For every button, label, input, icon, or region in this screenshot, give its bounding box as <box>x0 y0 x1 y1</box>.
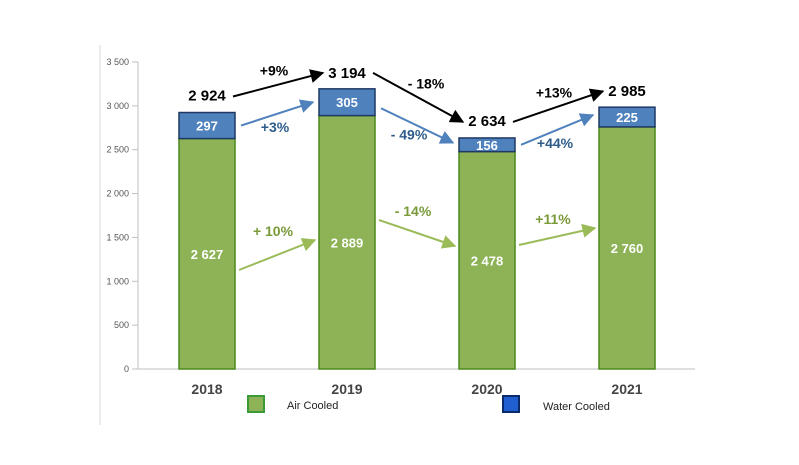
bar-air-cooled <box>458 150 516 370</box>
y-tick-label: 2 500 <box>106 145 129 155</box>
x-category-label: 2019 <box>331 381 362 397</box>
water-change-label: +44% <box>537 135 574 151</box>
air-cooled-value-label: 2 889 <box>331 235 364 250</box>
air-cooled-value-label: 2 760 <box>611 241 644 256</box>
x-category-label: 2018 <box>191 381 222 397</box>
y-tick-label: 2 000 <box>106 189 129 199</box>
bar-water-cooled <box>458 137 516 153</box>
legend-label-air-cooled: Air Cooled <box>287 400 338 412</box>
air-cooled-value-label: 2 478 <box>471 253 504 268</box>
y-tick-label: 3 000 <box>106 101 129 111</box>
legend-label-water-cooled: Water Cooled <box>543 401 610 413</box>
water-change-arrow <box>240 99 315 127</box>
water-change-arrow <box>520 113 595 146</box>
bar-water-cooled <box>318 88 376 117</box>
water-change-label: +3% <box>261 119 290 135</box>
y-tick-label: 0 <box>124 364 129 374</box>
total-change-arrow <box>512 88 605 123</box>
bar-water-cooled <box>598 106 656 128</box>
water-change-arrow <box>380 107 455 144</box>
bar-air-cooled <box>178 137 236 370</box>
air-change-label: + 10% <box>253 223 294 239</box>
total-value-label: 2 634 <box>468 113 506 130</box>
legend-swatch-water-cooled <box>502 395 520 413</box>
water-cooled-value-label: 156 <box>476 138 498 153</box>
water-cooled-value-label: 305 <box>336 95 358 110</box>
water-cooled-value-label: 297 <box>196 119 218 134</box>
y-tick-label: 1 500 <box>106 232 129 242</box>
legend-swatch-air-cooled <box>247 395 265 413</box>
water-change-label: - 49% <box>391 127 428 143</box>
total-value-label: 2 985 <box>608 83 646 100</box>
air-change-arrow <box>238 238 317 271</box>
bar-air-cooled <box>318 114 376 370</box>
total-change-arrow <box>372 71 465 123</box>
water-cooled-value-label: 225 <box>616 110 638 125</box>
air-cooled-value-label: 2 627 <box>191 247 224 262</box>
y-tick-label: 1 000 <box>106 276 129 286</box>
y-tick-label: 500 <box>114 320 129 330</box>
total-value-label: 3 194 <box>328 65 366 82</box>
air-change-arrow <box>378 219 457 249</box>
x-category-label: 2021 <box>611 381 642 397</box>
total-change-label: +13% <box>536 85 573 101</box>
bar-water-cooled <box>178 111 236 140</box>
y-tick-label: 3 500 <box>106 57 129 67</box>
air-change-arrow <box>518 223 597 246</box>
air-change-label: - 14% <box>395 203 432 219</box>
total-change-label: - 18% <box>408 75 445 91</box>
total-change-arrow <box>232 69 325 98</box>
total-change-label: +9% <box>260 63 289 79</box>
x-category-label: 2020 <box>471 381 502 397</box>
air-change-label: +11% <box>535 211 571 227</box>
bar-air-cooled <box>598 126 656 370</box>
total-value-label: 2 924 <box>188 88 226 105</box>
